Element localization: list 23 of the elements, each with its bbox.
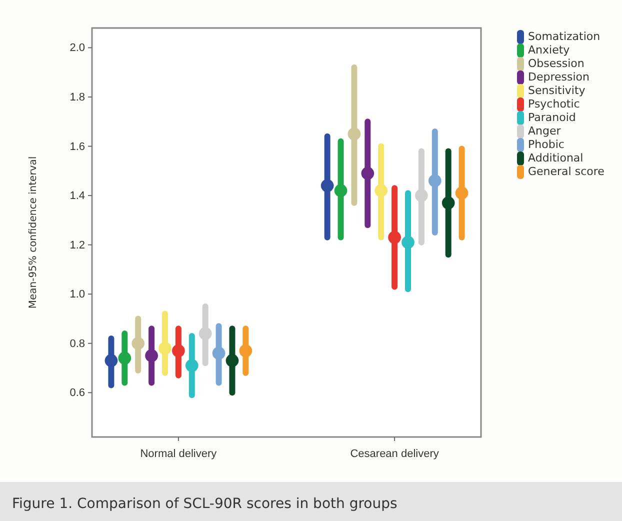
legend-label: Anger	[528, 124, 562, 138]
y-tick-label: 1.4	[70, 190, 85, 202]
x-tick-label: Cesarean delivery	[350, 448, 440, 460]
legend-label: Sensitivity	[528, 84, 586, 97]
y-tick-label: 1.8	[70, 92, 85, 104]
y-tick-label: 1.0	[70, 288, 85, 301]
legend-label: Anxiety	[528, 44, 570, 56]
y-tick-label: 1.6	[70, 140, 85, 153]
y-tick-label: 0.6	[70, 387, 85, 400]
legend-label: Psychotic	[528, 98, 580, 110]
y-axis-title: Mean-95% confidence interval	[28, 156, 39, 309]
y-tick-label: 1.2	[70, 239, 85, 252]
legend-label: Paranoid	[528, 111, 576, 124]
legend-label: Somatization	[528, 30, 600, 43]
y-tick-label: 2.0	[70, 42, 85, 54]
legend-label: Depression	[528, 70, 590, 84]
y-tick-label: 0.8	[70, 338, 85, 350]
legend-label: General score	[528, 165, 605, 178]
legend-label: Obsession	[528, 57, 584, 70]
x-tick-label: Normal delivery	[140, 448, 218, 460]
caption: Figure 1. Comparison of SCL-90R scores in both groups	[12, 496, 398, 512]
legend-label: Additional	[528, 152, 584, 164]
legend-label: Phobic	[528, 138, 564, 151]
